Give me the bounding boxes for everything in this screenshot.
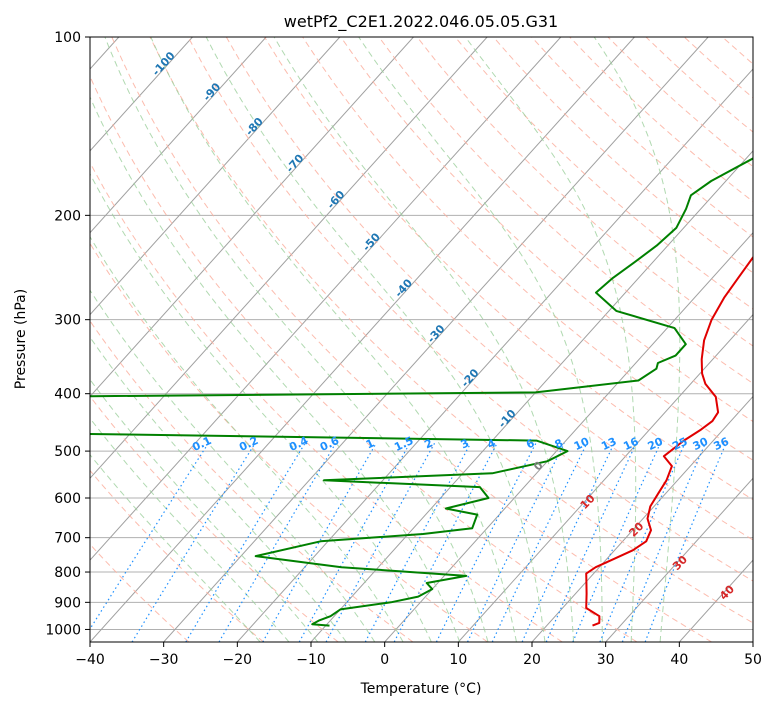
dry-adiabat-line bbox=[90, 242, 488, 642]
x-tick-label: 0 bbox=[380, 652, 389, 668]
mixing-ratio-label: 25 bbox=[670, 435, 689, 453]
plot-background bbox=[90, 37, 753, 642]
mixing-ratio-line bbox=[572, 443, 661, 642]
y-tick-label: 1000 bbox=[45, 622, 81, 638]
mixing-ratio-label: 13 bbox=[599, 435, 618, 453]
mixing-ratio-line bbox=[393, 443, 498, 642]
x-tick-label: 40 bbox=[670, 652, 688, 668]
mixing-ratio-line bbox=[90, 442, 209, 631]
dry-adiabat-line bbox=[90, 395, 339, 642]
isotherm-line bbox=[90, 37, 562, 561]
background-lines bbox=[90, 37, 775, 642]
mixing-ratio-label: 30 bbox=[691, 435, 711, 453]
moist-adiabat-line bbox=[90, 95, 461, 642]
sounding-series bbox=[90, 157, 753, 627]
y-tick-label: 400 bbox=[54, 387, 81, 403]
dry-adiabat-line bbox=[761, 37, 775, 642]
mixing-ratio-label: 20 bbox=[646, 435, 666, 453]
y-tick-label: 800 bbox=[54, 565, 81, 581]
plot-frame bbox=[89, 36, 754, 643]
moist-adiabat-line bbox=[464, 37, 637, 642]
y-tick-label: 600 bbox=[54, 491, 81, 507]
moist-adiabat-line bbox=[205, 37, 546, 642]
mixing-ratio-line bbox=[644, 443, 727, 642]
y-tick-label: 200 bbox=[54, 208, 81, 224]
isotherm-line bbox=[457, 313, 753, 642]
isotherm-line bbox=[752, 641, 753, 642]
mixing-ratio-label: 16 bbox=[621, 435, 641, 453]
moist-adiabat-line bbox=[90, 453, 261, 642]
moist-adiabat-line bbox=[593, 37, 681, 642]
chart-title: wetPf2_C2E1.2022.046.05.05.G31 bbox=[284, 12, 558, 32]
x-tick-label: −20 bbox=[223, 652, 253, 668]
dry-adiabat-line bbox=[90, 161, 563, 642]
axes: −40 −30 −20 −10 0 10 20 30 40 50 100 200 300 400 500 60… bbox=[45, 30, 762, 668]
x-axis-title: Temperature (°C) bbox=[360, 681, 482, 697]
moist-adiabat-line bbox=[104, 37, 489, 642]
isotherm-line bbox=[90, 37, 193, 152]
x-tick-label: 30 bbox=[597, 652, 615, 668]
mixing-ratio-line bbox=[364, 443, 472, 642]
dewpoint-profile-line bbox=[90, 157, 753, 627]
isotherm-line bbox=[310, 150, 753, 642]
mixing-ratio-line bbox=[218, 442, 337, 642]
moist-adiabat-line bbox=[90, 378, 319, 642]
dry-adiabat-line bbox=[111, 37, 712, 642]
x-tick-label: −30 bbox=[149, 652, 179, 668]
mixing-ratio-line bbox=[131, 442, 256, 642]
x-tick-label: 10 bbox=[449, 652, 467, 668]
mixing-ratio-label: 36 bbox=[712, 435, 732, 453]
isotherm-line bbox=[90, 37, 341, 316]
moist-adiabat-line bbox=[273, 37, 575, 642]
dry-adiabat-line bbox=[90, 469, 264, 642]
mixing-ratio-line bbox=[621, 443, 706, 642]
moist-adiabat-line bbox=[90, 235, 404, 642]
isotherm-line bbox=[605, 477, 753, 642]
dry-adiabat-line bbox=[90, 320, 414, 642]
y-tick-label: 100 bbox=[54, 30, 81, 46]
isotherm-line bbox=[90, 37, 414, 398]
y-tick-label: 700 bbox=[54, 531, 81, 547]
y-tick-label: 500 bbox=[54, 444, 81, 460]
isotherm-line bbox=[90, 37, 267, 234]
x-tick-label: 20 bbox=[523, 652, 541, 668]
moist-adiabat-line bbox=[90, 289, 376, 642]
dry-adiabat-line bbox=[90, 543, 190, 642]
x-tick-label: 50 bbox=[744, 652, 762, 668]
isotherm-line bbox=[90, 37, 635, 642]
moist-adiabat-line bbox=[90, 417, 290, 642]
temperature-profile-line bbox=[585, 255, 753, 627]
y-tick-label: 300 bbox=[54, 313, 81, 329]
isotherm-line bbox=[384, 231, 753, 642]
mixing-ratio-line bbox=[298, 443, 411, 642]
mixing-ratio-label: 10 bbox=[572, 435, 592, 453]
mixing-ratio-line bbox=[262, 442, 377, 642]
moist-adiabat-line bbox=[90, 336, 347, 642]
dry-adiabat-line bbox=[149, 37, 753, 624]
dry-adiabat-line bbox=[416, 37, 753, 347]
x-tick-label: −10 bbox=[296, 652, 326, 668]
mixing-ratio-line bbox=[325, 443, 436, 642]
y-tick-label: 900 bbox=[54, 595, 81, 611]
isotherm-line bbox=[531, 395, 753, 642]
moist-adiabat-line bbox=[90, 172, 432, 642]
moist-adiabat-line bbox=[358, 37, 603, 642]
isotherm-line bbox=[90, 37, 488, 480]
isotherm-line bbox=[163, 37, 709, 642]
mixing-ratio-line bbox=[545, 443, 637, 642]
y-axis-title: Pressure (hPa) bbox=[13, 289, 29, 389]
dry-adiabat-line bbox=[454, 37, 753, 310]
x-tick-label: −40 bbox=[75, 652, 105, 668]
mixing-ratio-line bbox=[185, 442, 306, 642]
